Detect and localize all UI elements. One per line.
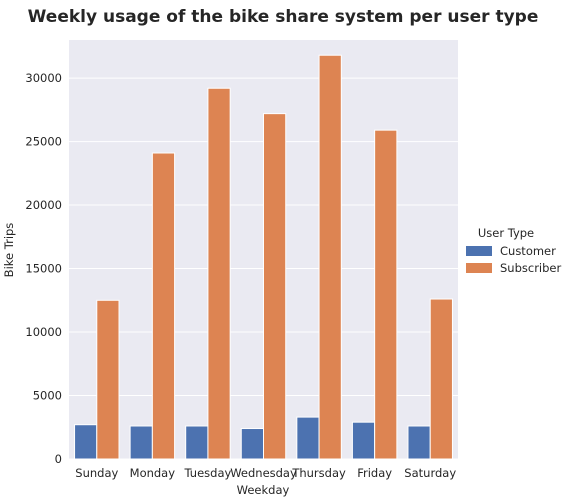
y-axis-ticks: 0 5000 10000 15000 20000 25000 30000 — [25, 71, 62, 466]
bar-subscriber-friday — [374, 129, 398, 460]
bar-subscriber-tuesday — [207, 87, 231, 460]
x-tick-label: Wednesday — [230, 466, 297, 480]
x-tick-label: Sunday — [75, 466, 118, 480]
bar-customer-friday — [351, 421, 376, 460]
y-tick-label: 20000 — [25, 198, 62, 212]
x-tick-label: Monday — [130, 466, 176, 480]
y-tick-label: 15000 — [25, 262, 62, 276]
legend-swatch-subscriber — [466, 263, 492, 273]
y-tick-label: 30000 — [25, 71, 62, 85]
y-tick-label: 5000 — [33, 389, 62, 403]
bar-subscriber-wednesday — [263, 113, 287, 460]
bar-subscriber-thursday — [318, 54, 342, 460]
legend-swatch-customer — [466, 246, 492, 256]
bars — [74, 54, 453, 460]
bar-customer-tuesday — [185, 425, 209, 460]
chart-title: Weekly usage of the bike share system pe… — [28, 7, 539, 27]
legend: User Type Customer Subscriber — [466, 226, 562, 275]
legend-label-subscriber: Subscriber — [500, 261, 562, 275]
y-axis-label: Bike Trips — [2, 223, 16, 278]
bar-customer-saturday — [407, 425, 431, 460]
bar-subscriber-saturday — [429, 298, 453, 460]
bar-subscriber-sunday — [96, 299, 120, 460]
y-tick-label: 25000 — [25, 135, 62, 149]
y-tick-label: 0 — [55, 452, 62, 466]
legend-title: User Type — [478, 226, 534, 240]
legend-label-customer: Customer — [500, 244, 556, 258]
x-tick-label: Thursday — [291, 466, 346, 480]
y-tick-label: 10000 — [25, 325, 62, 339]
x-tick-label: Tuesday — [184, 466, 232, 480]
bar-subscriber-monday — [151, 152, 176, 460]
x-tick-label: Saturday — [404, 466, 456, 480]
x-tick-label: Friday — [357, 466, 392, 480]
bar-customer-thursday — [296, 416, 320, 460]
x-axis-label: Weekday — [237, 483, 290, 497]
bar-customer-monday — [129, 425, 153, 460]
bar-customer-wednesday — [240, 428, 264, 460]
bar-customer-sunday — [74, 424, 98, 460]
